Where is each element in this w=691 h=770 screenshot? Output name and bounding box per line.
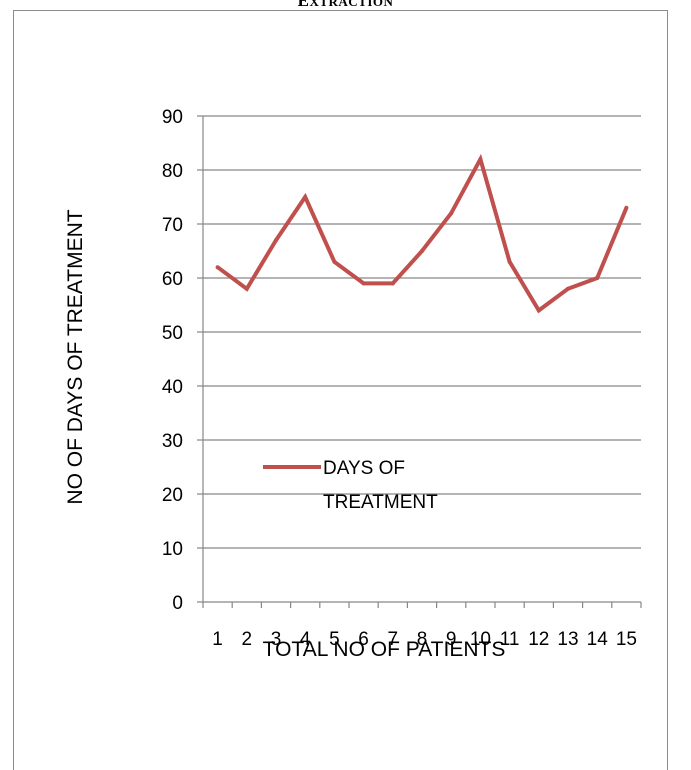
x-tick-label: 14: [587, 629, 609, 650]
data-point: [361, 281, 366, 286]
x-tick-label: 6: [358, 629, 369, 650]
x-tick-label: 8: [417, 629, 428, 650]
data-point: [566, 286, 570, 291]
y-axis-title: NO OF DAYS OF TREATMENT: [64, 209, 87, 504]
series: [215, 153, 629, 314]
data-point: [303, 195, 308, 199]
y-tick-label: 80: [162, 161, 183, 182]
data-point: [390, 281, 395, 286]
y-tick-labels: 0 10 20 30 40 50 60 70 80 90: [162, 107, 183, 614]
x-tick-label: 15: [616, 629, 637, 650]
x-tick-label: 13: [557, 629, 578, 650]
x-tick-label: 7: [388, 629, 399, 650]
x-tick-label: 10: [470, 629, 491, 650]
x-tick-label: 11: [500, 629, 520, 650]
data-point: [274, 238, 278, 243]
y-tick-label: 0: [172, 593, 183, 614]
x-tick-label: 3: [271, 629, 282, 650]
x-tick-label: 5: [329, 629, 340, 650]
data-point: [332, 259, 337, 264]
y-tick-label: 40: [162, 377, 183, 398]
x-axis-title: TOTAL NO OF PATIENTS: [263, 638, 506, 661]
x-tick-label: 2: [242, 629, 253, 650]
series-line: [216, 153, 629, 314]
data-point: [244, 286, 249, 291]
axes: [197, 115, 642, 608]
gridlines: [203, 115, 641, 549]
y-tick-label: 70: [162, 215, 183, 236]
y-tick-label: 20: [162, 485, 183, 506]
figure-frame: [13, 10, 668, 770]
y-tick-label: 50: [162, 323, 183, 344]
data-point: [624, 205, 629, 210]
x-tick-label: 9: [446, 629, 457, 650]
y-tick-label: 60: [162, 269, 183, 290]
data-point: [215, 265, 220, 270]
data-point: [449, 211, 454, 216]
x-tick-label: 1: [212, 629, 223, 650]
x-tick-label: 4: [300, 629, 311, 650]
data-point: [478, 157, 483, 162]
y-tick-label: 10: [162, 539, 183, 560]
x-tick-labels: 1 2 3 4 5 6 7 8 9 10 11 12 13 14 15: [212, 629, 637, 650]
data-point: [420, 249, 424, 253]
y-tick-label: 30: [162, 431, 183, 452]
legend-label-line-1: DAYS OF: [323, 458, 405, 479]
data-point: [595, 276, 600, 280]
legend: DAYS OF TREATMENT: [263, 458, 438, 513]
y-tick-label: 90: [162, 107, 183, 128]
data-point: [507, 259, 512, 264]
x-tick-label: 12: [528, 629, 549, 650]
figure-caption: EXTRACTION: [297, 0, 394, 10]
legend-label-line-2: TREATMENT: [323, 492, 438, 513]
data-point: [536, 308, 541, 313]
